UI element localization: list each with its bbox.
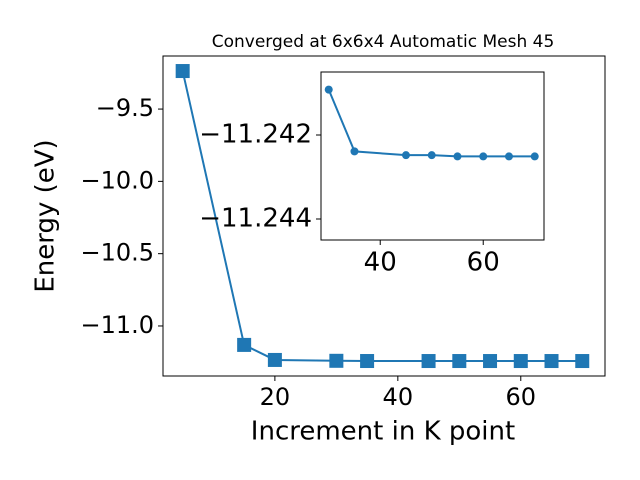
marker	[401, 151, 410, 160]
marker	[504, 152, 513, 161]
chart-title: Converged at 6x6x4 Automatic Mesh 45	[212, 32, 555, 52]
data-line	[327, 89, 535, 158]
marker	[452, 354, 467, 369]
x-tick-label: 20	[260, 383, 291, 411]
y-tick-label: −11.242	[199, 120, 312, 150]
marker	[329, 353, 344, 368]
y-tick-label: −11.0	[80, 311, 154, 339]
marker	[427, 151, 436, 160]
marker	[575, 354, 590, 369]
marker	[544, 354, 559, 369]
marker	[483, 354, 498, 369]
marker	[530, 152, 539, 161]
marker	[479, 152, 488, 161]
marker	[237, 337, 252, 352]
marker	[175, 64, 190, 79]
x-tick-label: 40	[383, 383, 414, 411]
x-tick-label: 60	[506, 383, 537, 411]
y-tick-label: −10.5	[80, 239, 154, 267]
marker	[421, 354, 436, 369]
y-tick-label: −11.244	[199, 204, 312, 234]
marker	[360, 354, 375, 369]
x-axis-label: Increment in K point	[251, 417, 515, 447]
marker	[324, 85, 333, 94]
marker	[453, 152, 462, 161]
y-tick-label: −9.5	[96, 94, 154, 122]
marker	[267, 352, 282, 367]
x-tick-label: 60	[467, 248, 500, 278]
y-axis-label: Energy (eV)	[31, 139, 61, 292]
x-tick-label: 40	[364, 248, 397, 278]
marker	[513, 354, 528, 369]
y-tick-label: −10.0	[80, 166, 154, 194]
marker	[350, 147, 359, 156]
